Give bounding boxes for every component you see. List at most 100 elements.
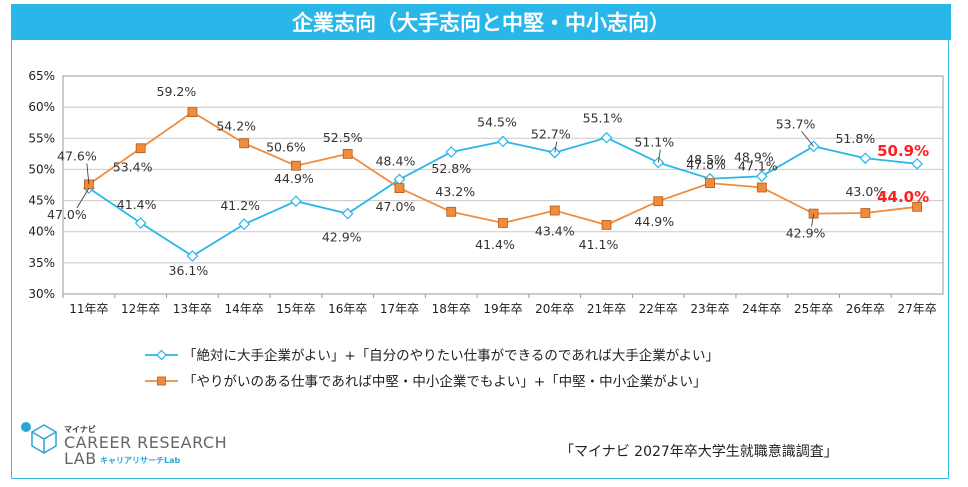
data-point	[756, 182, 767, 193]
data-label: 50.6%	[266, 140, 306, 155]
x-tick-label: 22年卒	[639, 302, 678, 316]
logo-brand-small: マイナビ	[64, 424, 96, 434]
x-tick-label: 20年卒	[535, 302, 574, 316]
data-label: 36.1%	[169, 263, 209, 278]
data-point	[394, 183, 405, 194]
data-label: 51.1%	[634, 135, 674, 150]
y-tick-label: 45%	[28, 194, 55, 208]
data-label: 48.5%	[686, 152, 726, 167]
data-label: 53.4%	[113, 159, 153, 174]
logo-dot	[21, 422, 31, 432]
y-tick-label: 40%	[28, 225, 55, 239]
x-tick-label: 25年卒	[794, 302, 833, 316]
source-note: 「マイナビ 2027年卒大学生就職意識調査」	[560, 443, 838, 460]
data-label: 54.5%	[477, 114, 517, 129]
data-point	[705, 178, 715, 189]
data-label: 47.8%	[686, 157, 726, 172]
data-label: 41.2%	[220, 198, 260, 213]
x-tick-label: 21年卒	[587, 302, 626, 316]
data-label: 52.8%	[431, 161, 471, 176]
x-tick-label: 23年卒	[690, 302, 729, 316]
data-label: 41.4%	[117, 197, 157, 212]
x-tick-label: 27年卒	[897, 302, 936, 316]
x-tick-label: 26年卒	[846, 302, 885, 316]
data-label: 44.0%	[877, 188, 929, 206]
x-tick-label: 11年卒	[69, 302, 108, 316]
legend-label-large-company: 「絶対に大手企業がよい」+「自分のやりたい仕事ができるのであれば大手企業がよい」	[183, 347, 719, 364]
data-label: 44.9%	[634, 214, 674, 229]
data-label: 54.2%	[216, 118, 256, 133]
data-point	[860, 208, 871, 218]
label-leader	[801, 131, 814, 147]
data-label: 52.7%	[531, 127, 571, 142]
data-point	[239, 138, 250, 149]
legend-marker-large-company	[156, 349, 167, 361]
data-label: 47.0%	[376, 199, 416, 214]
logo-cube-icon	[31, 424, 57, 454]
label-leader	[811, 213, 814, 227]
y-tick-label: 65%	[28, 69, 55, 83]
y-tick-label: 50%	[28, 162, 55, 176]
data-label: 51.8%	[835, 131, 875, 146]
data-point	[498, 218, 508, 228]
x-tick-label: 24年卒	[742, 302, 781, 316]
chart-frame	[11, 40, 949, 479]
legend: 「絶対に大手企業がよい」+「自分のやりたい仕事ができるのであれば大手企業がよい」…	[145, 347, 719, 390]
x-tick-label: 14年卒	[225, 302, 264, 316]
data-point	[601, 219, 612, 230]
data-point	[446, 206, 457, 217]
data-point	[290, 195, 302, 208]
data-label: 47.1%	[738, 158, 778, 173]
x-tick-label: 16年卒	[328, 302, 367, 316]
data-point	[134, 217, 147, 229]
data-point	[497, 135, 509, 148]
data-point	[341, 207, 354, 220]
y-tick-label: 35%	[28, 256, 55, 270]
data-point	[187, 107, 198, 118]
data-point	[600, 131, 613, 144]
data-label: 53.7%	[776, 116, 816, 131]
career-research-lab-logo: マイナビ CAREER RESEARCH LAB キャリアリサーチLab	[21, 422, 227, 468]
legend-marker-smb	[157, 376, 166, 386]
data-label: 43.4%	[535, 224, 575, 239]
data-point	[291, 160, 301, 171]
data-label: 41.1%	[579, 237, 619, 252]
data-point	[653, 196, 664, 207]
data-point	[393, 173, 406, 186]
plot-area	[62, 75, 944, 295]
data-label: 47.6%	[57, 148, 97, 163]
data-point	[911, 157, 923, 170]
label-leader	[657, 149, 661, 163]
data-label: 48.4%	[376, 153, 416, 168]
data-label: 52.5%	[323, 130, 363, 145]
x-tick-label: 13年卒	[173, 302, 212, 316]
data-point	[912, 201, 923, 212]
chart-title: 企業志向（大手志向と中堅・中小志向）	[11, 4, 951, 40]
data-label: 42.9%	[786, 226, 826, 241]
x-tick-label: 19年卒	[483, 302, 522, 316]
label-leader	[76, 187, 90, 209]
logo-brand-lab: LAB	[64, 449, 97, 468]
x-tick-label: 12年卒	[121, 302, 160, 316]
axis-layer: 65% 60% 55% 50% 45% 40% 35% 30% 11年卒 12年卒 13年卒 14年卒…	[28, 69, 936, 316]
data-label: 50.9%	[877, 142, 929, 160]
data-label: 47.0%	[47, 207, 87, 222]
y-tick-label: 60%	[28, 100, 55, 114]
label-layer: 47.0% 41.4% 36.1% 41.2% 44.9% 42.9% 48.4% 52.8%…	[47, 84, 929, 278]
data-point	[549, 205, 560, 216]
data-label: 43.2%	[435, 184, 475, 199]
data-point	[755, 170, 768, 183]
y-tick-label: 55%	[28, 131, 55, 145]
x-tick-label: 18年卒	[432, 302, 471, 316]
data-label: 41.4%	[475, 237, 515, 252]
y-tick-label: 30%	[28, 287, 55, 301]
data-point	[859, 152, 872, 165]
data-point	[342, 148, 353, 159]
data-label: 43.0%	[845, 184, 885, 199]
logo-brand-sub: キャリアリサーチLab	[100, 456, 180, 465]
data-point	[186, 250, 199, 262]
data-label: 55.1%	[583, 111, 623, 126]
logo-brand-main: CAREER RESEARCH	[64, 433, 227, 452]
x-tick-label: 17年卒	[380, 302, 419, 316]
